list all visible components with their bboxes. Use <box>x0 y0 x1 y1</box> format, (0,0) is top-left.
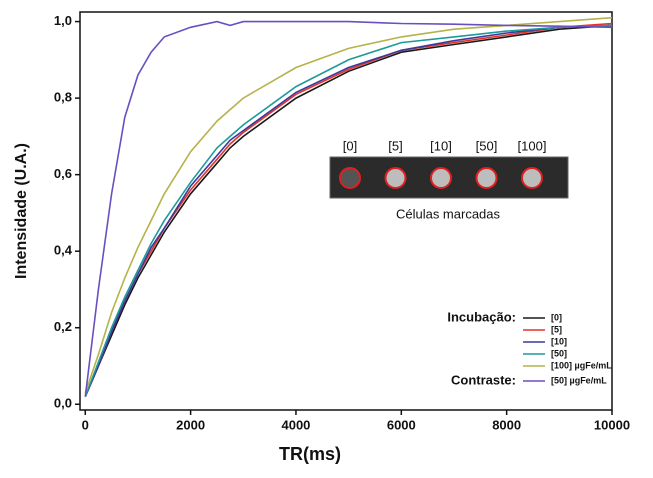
y-tick-label: 0,0 <box>54 396 72 411</box>
inset-sample <box>430 167 452 189</box>
x-tick-label: 2000 <box>176 417 205 432</box>
y-tick-label: 0,4 <box>54 243 73 258</box>
inset-label: [0] <box>343 138 357 153</box>
series-line <box>84 24 613 397</box>
x-tick-label: 4000 <box>281 417 310 432</box>
x-tick-label: 0 <box>82 417 89 432</box>
x-axis-label: TR(ms) <box>279 444 341 464</box>
y-axis-label: Intensidade (U.A.) <box>13 143 30 279</box>
legend-label: [100] µgFe/mL <box>551 360 612 370</box>
plot-frame <box>79 11 613 411</box>
inset-sample <box>384 167 407 189</box>
inset-label: [5] <box>388 138 402 153</box>
inset-sample <box>475 167 498 189</box>
legend-group: Contraste: <box>451 372 516 387</box>
inset-label: [10] <box>430 138 452 153</box>
inset-sample <box>339 167 361 189</box>
inset-label: [50] <box>476 138 498 153</box>
y-tick-label: 1,0 <box>54 13 72 28</box>
x-tick-label: 6000 <box>387 417 416 432</box>
legend-label: [50] µgFe/mL <box>551 375 607 385</box>
x-tick-label: 8000 <box>492 417 521 432</box>
x-tick-label: 10000 <box>594 417 630 432</box>
series-line <box>84 24 613 397</box>
y-tick-label: 0,2 <box>54 319 72 334</box>
legend-label: [5] <box>551 324 562 334</box>
legend-label: [10] <box>551 336 567 346</box>
series-line <box>84 20 613 397</box>
series-line <box>84 22 613 397</box>
inset-sample <box>521 167 543 189</box>
legend-label: [0] <box>551 312 562 322</box>
inset-label: [100] <box>518 138 547 153</box>
inset-caption: Células marcadas <box>396 206 501 221</box>
legend-group: Incubação: <box>447 309 516 324</box>
y-tick-label: 0,8 <box>54 90 72 105</box>
series-line <box>84 16 613 394</box>
y-tick-label: 0,6 <box>54 166 72 181</box>
legend-label: [50] <box>551 348 567 358</box>
series-line <box>84 24 613 397</box>
